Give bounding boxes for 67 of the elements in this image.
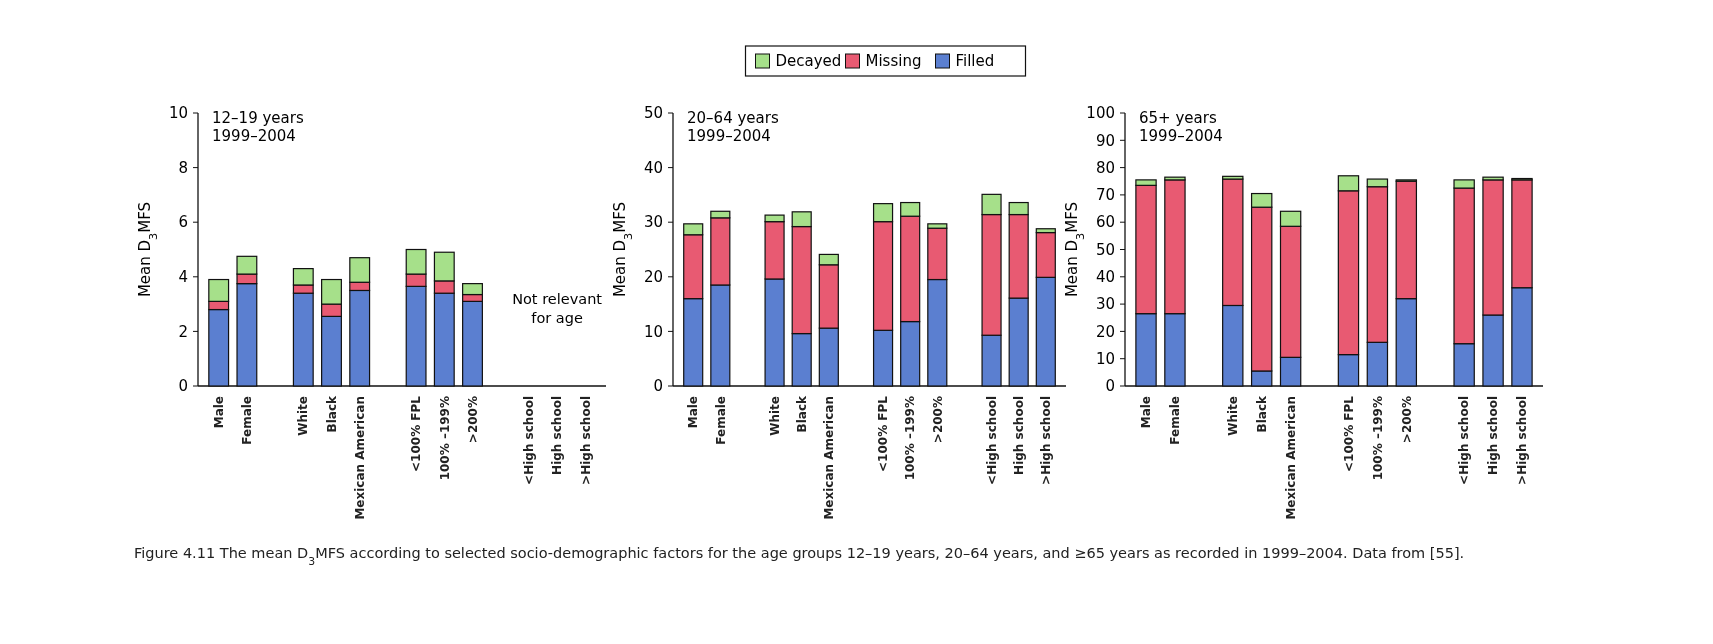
x-tick-label: >200% — [465, 396, 480, 444]
y-tick-label: 10 — [1095, 349, 1115, 368]
x-tick-label: Female — [713, 396, 728, 445]
y-tick-label: 90 — [1095, 131, 1115, 150]
y-tick-label: 20 — [643, 268, 663, 287]
y-tick-label: 70 — [1095, 186, 1115, 205]
text: 1999–2004 — [212, 127, 296, 145]
y-tick-label: 4 — [178, 268, 188, 287]
y-tick-label: 50 — [1095, 240, 1115, 259]
x-tick-label: <100% FPL — [409, 395, 424, 472]
x-tick-label: High school — [1011, 396, 1026, 475]
x-tick-label: Mexican American — [822, 396, 837, 520]
caption: Figure 4.11 The mean D$_{3}$MFS according to selected socio-demographic factors for the age groups 12–19 years, 20–64 years, and ≥65 years as recorded in 1999–2004. Data from [55]. — [134, 545, 1465, 568]
legend-label: Missing — [865, 52, 922, 71]
y-tick-label: 10 — [168, 104, 188, 123]
y-tick-label: 0 — [653, 377, 663, 396]
x-tick-label: High school — [1486, 396, 1501, 475]
x-tick-label: Female — [1168, 396, 1183, 445]
x-tick-label: <High school — [1457, 396, 1472, 485]
x-tick-label: Black — [324, 394, 339, 433]
y-tick-label: 0 — [1105, 377, 1115, 396]
annotation: Not relevant for age — [512, 291, 603, 327]
text: 1999–2004 — [1139, 127, 1223, 145]
y-tick-label: 60 — [1095, 213, 1115, 232]
x-tick-label: Male — [686, 396, 701, 429]
y-tick-label: 30 — [1095, 295, 1115, 314]
y-tick-label: 100 — [1086, 104, 1115, 123]
x-tick-label: >200% — [1399, 396, 1414, 444]
x-tick-label: White — [767, 396, 782, 436]
y-tick-label: 10 — [643, 322, 663, 341]
x-tick-label: Male — [211, 396, 226, 429]
x-tick-label: High school — [550, 396, 565, 475]
y-tick-label: 40 — [1095, 268, 1115, 287]
y-tick-label: 6 — [178, 213, 188, 232]
y-tick-label: 50 — [643, 104, 663, 123]
y-tick-label: 0 — [178, 377, 188, 396]
y-tick-label: 2 — [178, 322, 188, 341]
y-tick-label: 20 — [1095, 322, 1115, 341]
x-tick-label: >High school — [1515, 396, 1530, 485]
x-tick-label: Black — [794, 394, 809, 433]
x-tick-label: 100% –199% — [437, 396, 452, 481]
x-tick-label: Female — [240, 396, 255, 445]
y-tick-label: 80 — [1095, 158, 1115, 177]
legend-label: Decayed — [775, 52, 842, 71]
x-tick-label: Male — [1139, 396, 1154, 429]
chart-title: 20–64 years — [687, 109, 779, 127]
legend-label: Filled — [955, 52, 995, 71]
y-tick-label: 40 — [643, 158, 663, 177]
x-tick-label: White — [296, 396, 311, 436]
x-tick-label: 100% –199% — [903, 396, 918, 481]
x-tick-label: >High school — [578, 396, 593, 485]
x-tick-label: Mexican American — [352, 396, 367, 520]
x-tick-label: >200% — [930, 396, 945, 444]
x-tick-label: White — [1225, 396, 1240, 436]
x-tick-label: >High school — [1038, 396, 1053, 485]
x-tick-label: <High school — [984, 396, 999, 485]
text: 1999–2004 — [687, 127, 771, 145]
y-tick-label: 8 — [178, 158, 188, 177]
y-tick-label: 30 — [643, 213, 663, 232]
x-tick-label: 100% –199% — [1370, 396, 1385, 481]
x-tick-label: <High school — [522, 396, 537, 485]
chart-title: 12–19 years — [212, 109, 304, 127]
x-tick-label: Black — [1254, 394, 1269, 433]
x-tick-label: Mexican American — [1283, 396, 1298, 520]
x-tick-label: <100% FPL — [1341, 395, 1356, 472]
chart-title: 65+ years — [1139, 109, 1217, 127]
x-tick-label: <100% FPL — [876, 395, 891, 472]
